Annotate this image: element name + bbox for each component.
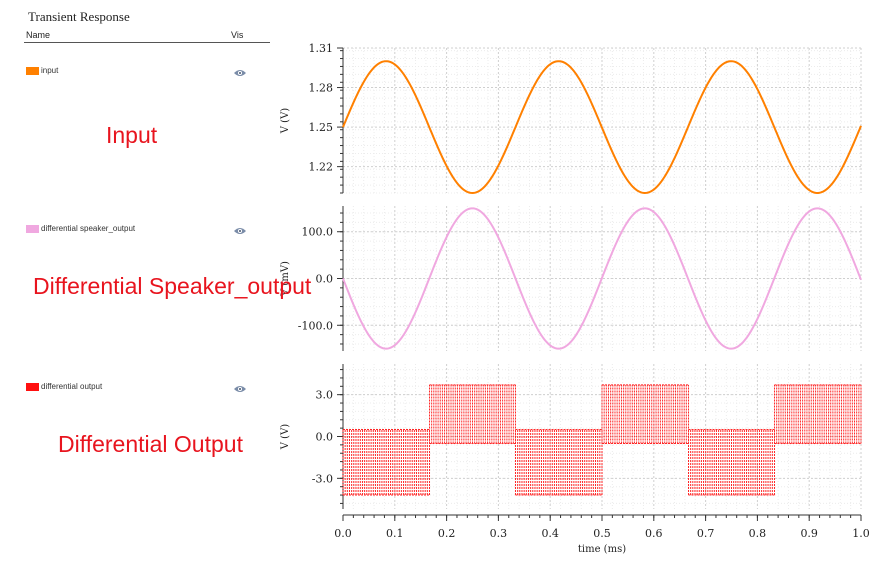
name-column-header: Name: [26, 30, 51, 40]
y-tick-label: 100.0: [302, 226, 334, 239]
x-tick-label: 0.7: [697, 527, 715, 540]
x-tick-label: 0.8: [749, 527, 767, 540]
series-line: [342, 60, 862, 195]
eye-icon[interactable]: [233, 68, 247, 78]
annotation-input: Input: [106, 122, 158, 148]
eye-icon[interactable]: [233, 226, 247, 236]
y-tick-label: -3.0: [312, 472, 333, 485]
eye-icon[interactable]: [233, 384, 247, 394]
x-tick-label: 0.9: [800, 527, 818, 540]
y-tick-label: 1.31: [309, 42, 334, 55]
y-tick-label: 1.25: [309, 121, 334, 134]
x-tick-label: 1.0: [852, 527, 870, 540]
x-axis-label: time (ms): [578, 544, 626, 555]
annotation-speaker-output: Differential Speaker_output: [33, 273, 312, 299]
y-axis-label: V (V): [280, 424, 291, 451]
legend-swatch-input: [26, 67, 39, 75]
legend-swatch-speaker-output: [26, 225, 39, 233]
x-tick-label: 0.6: [645, 527, 663, 540]
x-tick-label: 0.4: [541, 527, 559, 540]
annotation-differential-output: Differential Output: [58, 431, 243, 457]
y-tick-label: -100.0: [298, 319, 333, 332]
x-tick-label: 0.5: [593, 527, 611, 540]
vis-column-header: Vis: [231, 30, 244, 40]
y-tick-label: 0.0: [316, 273, 334, 286]
y-tick-label: 1.28: [309, 82, 334, 95]
y-tick-label: 1.22: [309, 161, 334, 174]
x-tick-label: 0.2: [438, 527, 456, 540]
legend-swatch-differential-output: [26, 383, 39, 391]
legend-label-differential-output: differential output: [41, 382, 103, 391]
y-axis-label: V (mV): [280, 261, 291, 297]
legend-label-input: input: [41, 66, 59, 75]
y-axis-label: V (V): [280, 108, 291, 135]
panel-title: Transient Response: [28, 9, 130, 24]
y-tick-label: 3.0: [316, 389, 334, 402]
legend-label-speaker-output: differential speaker_output: [41, 224, 136, 233]
y-tick-label: 0.0: [316, 431, 334, 444]
series-line: [342, 207, 862, 350]
x-tick-label: 0.3: [490, 527, 508, 540]
x-tick-label: 0.0: [334, 527, 352, 540]
x-tick-label: 0.1: [386, 527, 404, 540]
header-divider: [24, 42, 270, 43]
